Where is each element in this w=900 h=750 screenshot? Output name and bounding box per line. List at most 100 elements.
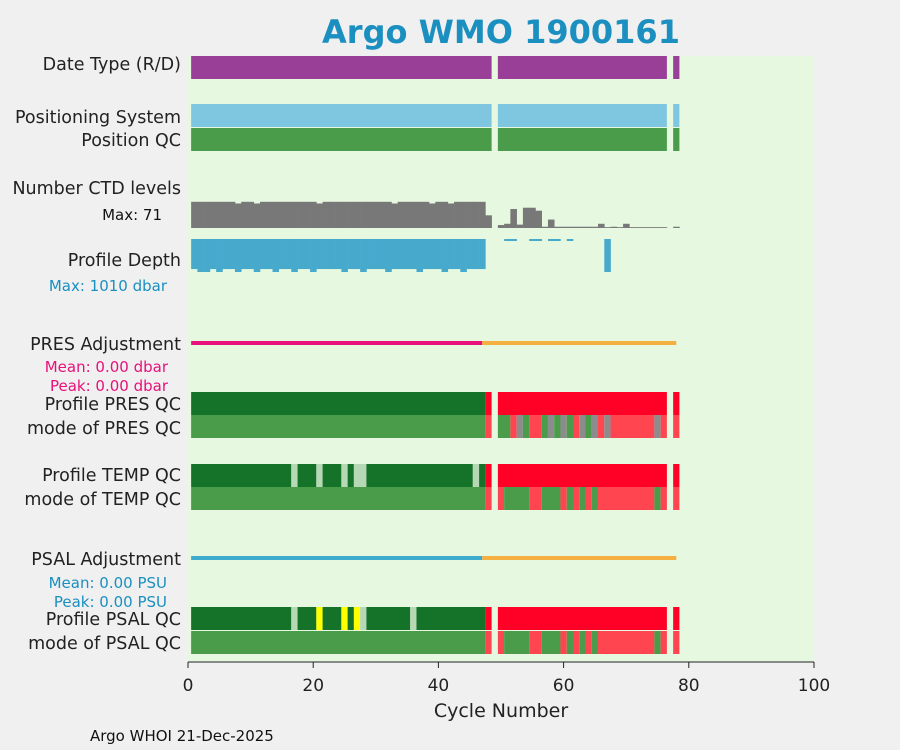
psal-adjustment-seg-0 xyxy=(191,556,483,560)
footer-credit: Argo WHOI 21-Dec-2025 xyxy=(90,727,274,745)
mode-pres-qc-seg-7 xyxy=(541,415,548,438)
profile-pres-qc-seg-2 xyxy=(497,392,667,415)
mode-temp-qc-seg-2 xyxy=(497,487,505,510)
profile-psal-qc-seg-9 xyxy=(366,607,411,630)
ctd-level-bar-0 xyxy=(191,201,198,228)
ctd-level-bar-73 xyxy=(654,227,661,228)
ctd-level-bar-31 xyxy=(385,201,392,228)
profile-depth-bar-31 xyxy=(385,239,392,272)
mode-psal-qc-seg-0 xyxy=(191,631,486,654)
mode-psal-qc-seg-12 xyxy=(598,631,655,654)
profile-depth-bar-2 xyxy=(203,239,211,272)
label-mode-psal-qc: mode of PSAL QC xyxy=(28,634,181,654)
mode-psal-qc-seg-2 xyxy=(497,631,505,654)
mode-psal-qc-seg-15 xyxy=(673,631,680,654)
ctd-level-bar-38 xyxy=(429,203,436,228)
profile-depth-bar-51 xyxy=(547,239,555,241)
label-profile-psal-qc: Profile PSAL QC xyxy=(46,610,181,630)
mode-psal-qc-seg-7 xyxy=(566,631,573,654)
label-profile-pres-qc: Profile PRES QC xyxy=(45,395,181,415)
profile-depth-bar-45 xyxy=(472,239,480,270)
positioning-seg-0 xyxy=(191,104,492,127)
profile-psal-qc-seg-14 xyxy=(673,607,680,630)
profile-depth-bar-1 xyxy=(197,239,204,272)
ctd-level-bar-59 xyxy=(566,226,574,228)
profile-depth-bar-47 xyxy=(504,239,511,241)
ctd-level-bar-60 xyxy=(572,226,580,228)
label-profile-temp-qc: Profile TEMP QC xyxy=(42,466,181,486)
ctd-level-bar-45 xyxy=(472,201,480,228)
mode-psal-qc-seg-5 xyxy=(541,631,561,654)
x-tick-label-0: 0 xyxy=(183,676,194,696)
mode-pres-qc-seg-20 xyxy=(660,415,667,438)
ctd-level-bar-24 xyxy=(341,201,348,228)
ctd-level-bar-8 xyxy=(241,201,248,228)
profile-psal-qc-seg-12 xyxy=(485,607,492,630)
profile-depth-bar-41 xyxy=(447,239,455,270)
ctd-level-bar-1 xyxy=(197,201,204,228)
profile-depth-max: Max: 1010 dbar xyxy=(49,277,168,295)
ctd-level-bar-40 xyxy=(441,201,449,228)
profile-depth-bar-35 xyxy=(410,239,417,270)
profile-psal-qc-seg-6 xyxy=(347,607,354,630)
ctd-level-bar-47 xyxy=(485,215,492,228)
ctd-level-bar-72 xyxy=(648,227,655,228)
profile-depth-bar-0 xyxy=(191,239,198,270)
mode-psal-qc-seg-3 xyxy=(504,631,530,654)
profile-depth-bar-53 xyxy=(566,239,574,241)
x-axis-ticks: 0 20 40 60 80 100 xyxy=(183,662,830,696)
ctd-level-bar-54 xyxy=(535,210,542,228)
ctd-level-bar-55 xyxy=(541,226,549,228)
ctd-level-bar-14 xyxy=(278,201,286,228)
pres-adjustment-mean: Mean: 0.00 dbar xyxy=(45,358,169,376)
pres-adjustment-peak: Peak: 0.00 dbar xyxy=(50,377,169,395)
profile-psal-qc-seg-1 xyxy=(291,607,298,630)
ctd-level-bar-64 xyxy=(598,223,605,228)
ctd-level-bar-29 xyxy=(372,201,380,228)
mode-psal-qc-seg-14 xyxy=(660,631,667,654)
profile-depth-bar-42 xyxy=(454,239,461,270)
profile-temp-qc-seg-5 xyxy=(341,464,348,487)
ctd-level-bar-41 xyxy=(447,203,455,228)
position-qc-seg-1 xyxy=(497,128,667,151)
ctd-level-bar-34 xyxy=(403,201,411,228)
ctd-level-bar-52 xyxy=(522,207,530,228)
ctd-level-bar-68 xyxy=(623,223,630,228)
profile-depth-bar-44 xyxy=(466,239,474,270)
profile-depth-bar-6 xyxy=(228,239,236,270)
mode-temp-qc-seg-15 xyxy=(673,487,680,510)
ctd-level-bar-26 xyxy=(353,201,361,228)
ctd-level-bar-65 xyxy=(604,227,611,228)
profile-depth-bar-16 xyxy=(291,239,298,272)
profile-temp-qc-seg-3 xyxy=(316,464,323,487)
label-position-qc: Position QC xyxy=(81,131,181,151)
ctd-level-bar-61 xyxy=(579,226,586,228)
profile-temp-qc-seg-2 xyxy=(297,464,317,487)
mode-pres-qc-seg-19 xyxy=(654,415,661,438)
mode-pres-qc-seg-14 xyxy=(585,415,592,438)
profile-depth-bar-27 xyxy=(360,239,367,272)
chart-title: Argo WMO 1900161 xyxy=(322,13,680,51)
label-date-type: Date Type (R/D) xyxy=(43,55,181,75)
ctd-level-bar-36 xyxy=(416,201,424,228)
label-mode-pres-qc: mode of PRES QC xyxy=(27,419,181,439)
ctd-level-bar-2 xyxy=(203,201,211,228)
mode-pres-qc-seg-3 xyxy=(510,415,517,438)
ctd-level-bar-28 xyxy=(366,201,373,228)
profile-depth-bar-3 xyxy=(209,239,217,270)
profile-depth-bar-46 xyxy=(479,239,486,270)
mode-psal-qc-seg-10 xyxy=(585,631,592,654)
label-psal-adjustment: PSAL Adjustment xyxy=(31,550,181,570)
mode-psal-qc-seg-11 xyxy=(591,631,599,654)
ctd-level-bar-35 xyxy=(410,201,417,228)
x-tick-label-20: 20 xyxy=(302,676,324,696)
ctd-level-bar-33 xyxy=(397,201,405,228)
mode-temp-qc-seg-10 xyxy=(585,487,592,510)
profile-temp-qc-seg-1 xyxy=(291,464,298,487)
ctd-level-bar-27 xyxy=(360,201,367,228)
mode-pres-qc-seg-10 xyxy=(560,415,567,438)
position-qc-seg-0 xyxy=(191,128,492,151)
profile-depth-bar-30 xyxy=(378,239,386,270)
profile-temp-qc-seg-11 xyxy=(485,464,492,487)
mode-pres-qc-seg-11 xyxy=(566,415,573,438)
